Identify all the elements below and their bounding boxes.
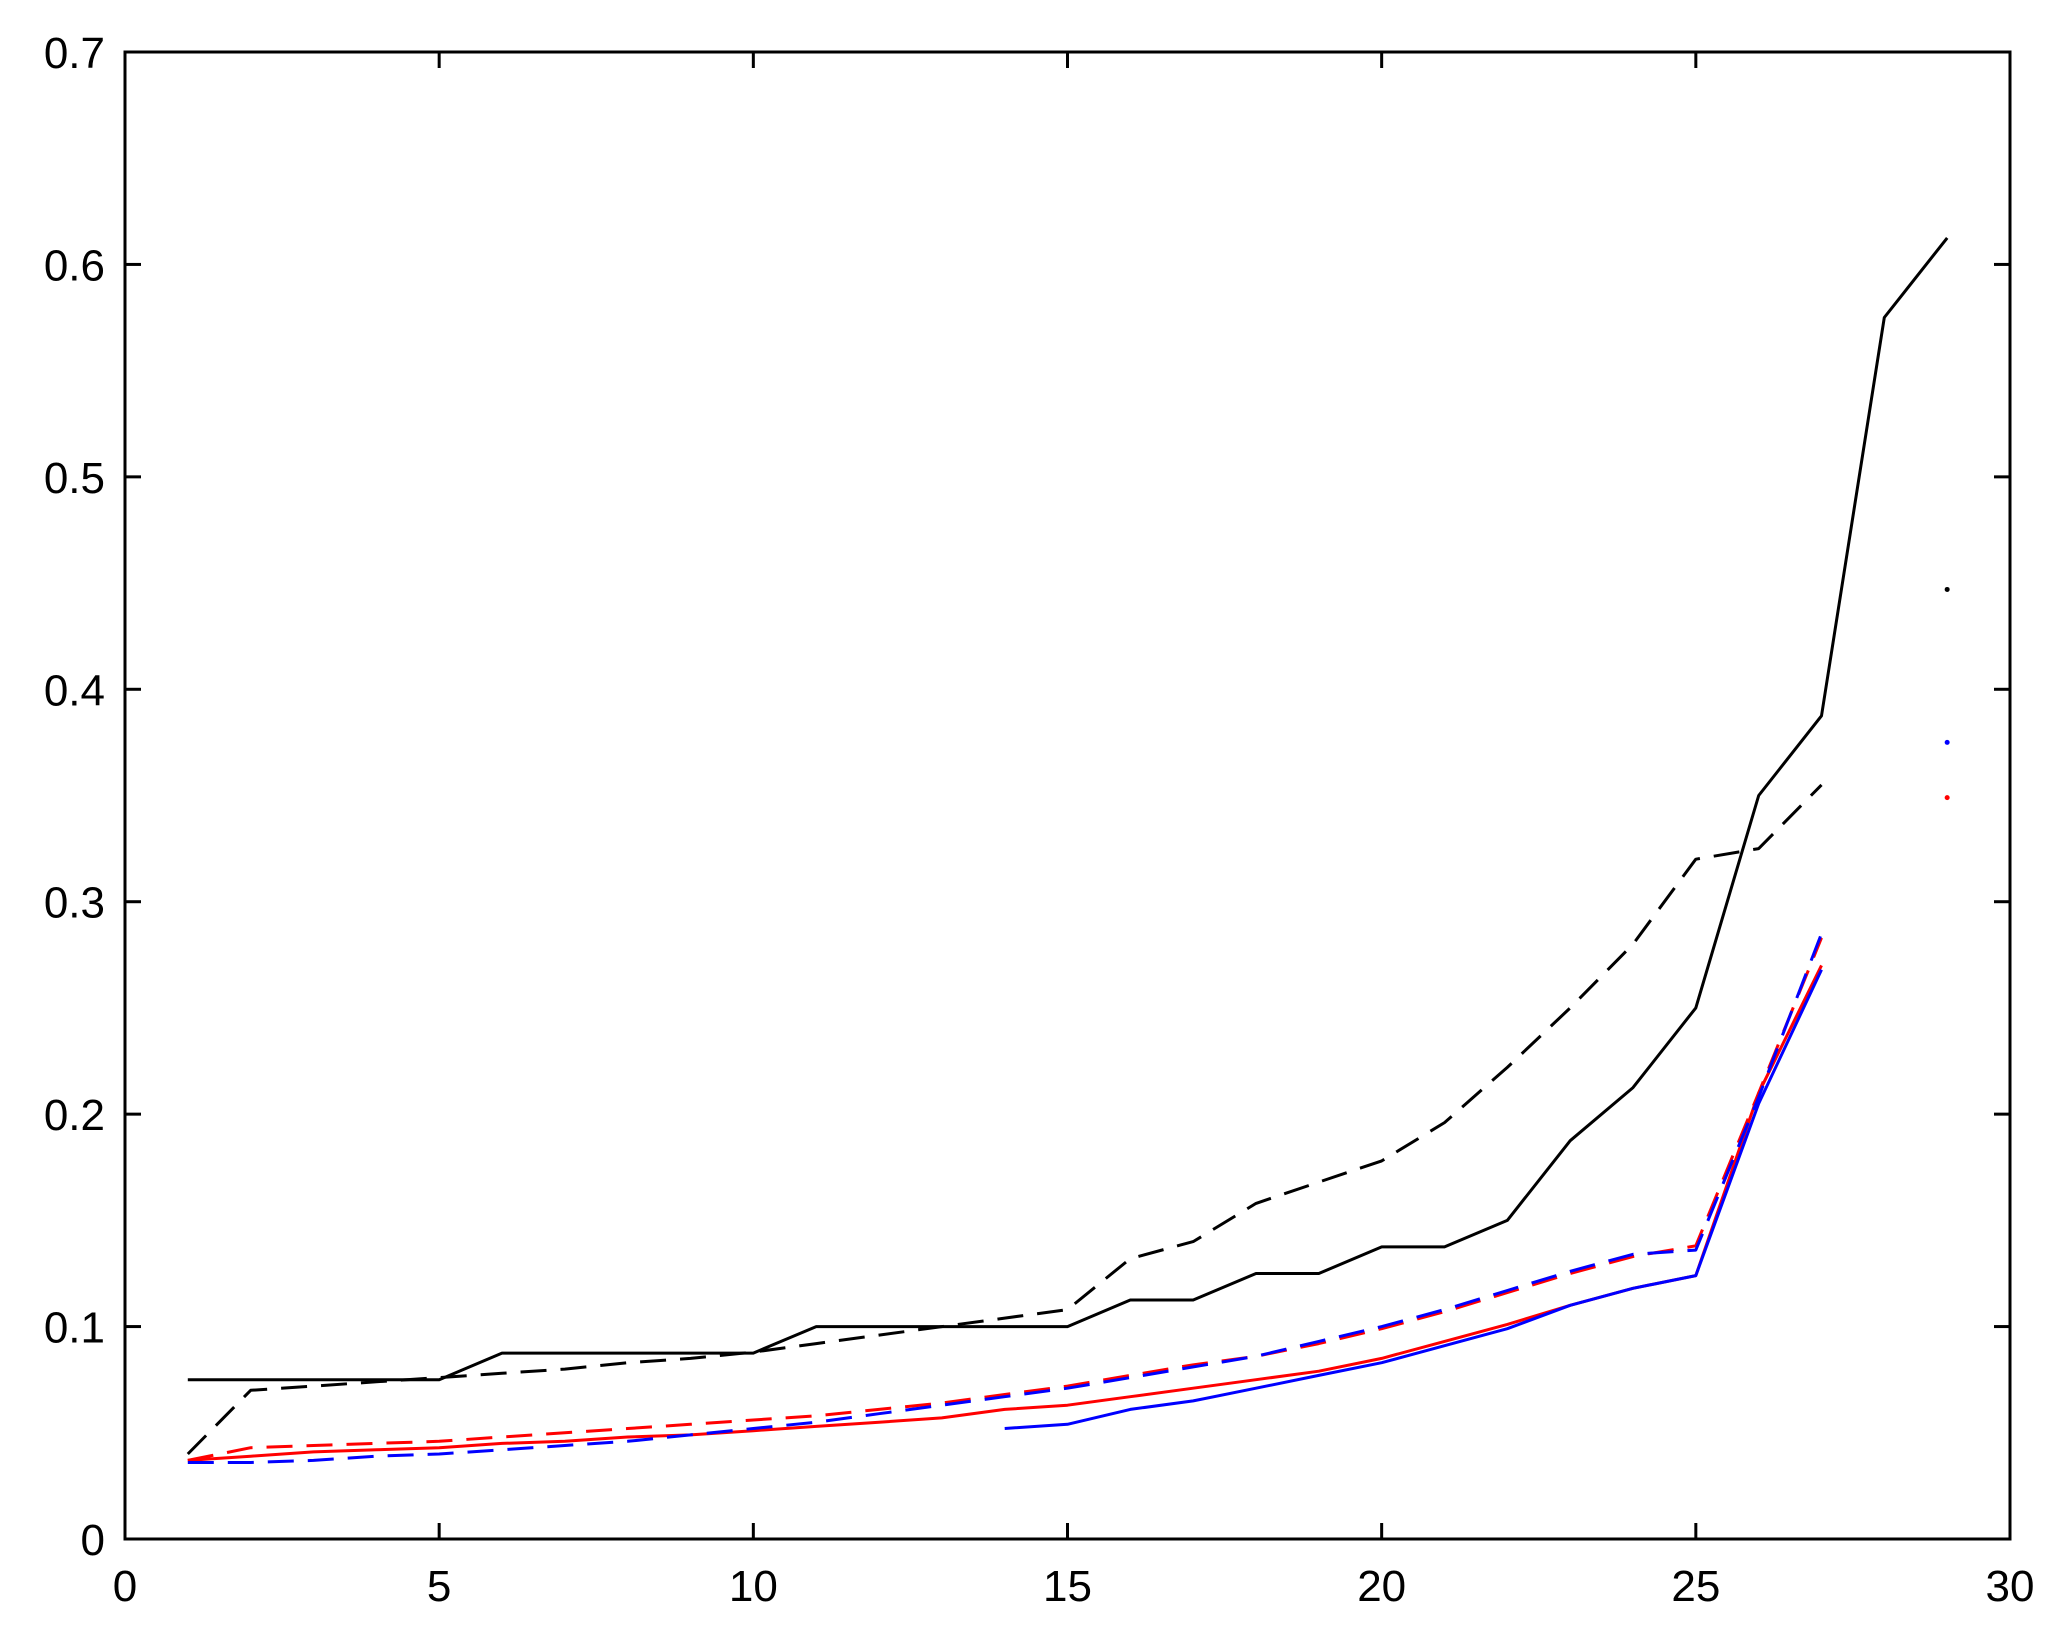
- y-tick-label: 0: [81, 1516, 105, 1565]
- series-7-point: [1944, 739, 1950, 745]
- series-4-line: [1004, 969, 1823, 1430]
- y-tick-label: 0.6: [44, 241, 105, 290]
- series-1-line: [186, 783, 1823, 1456]
- series-2-line: [187, 964, 1823, 1462]
- x-axis-ticks: 0 5 10 15 20 25 30: [113, 52, 2035, 1611]
- x-tick-label: 5: [427, 1562, 451, 1611]
- y-axis-ticks: 0 0.1 0.2 0.3 0.4 0.5 0.6 0.7: [44, 29, 2010, 1565]
- series-0-line: [187, 236, 1949, 1382]
- series-layer: [186, 236, 1950, 1464]
- x-tick-label: 0: [113, 1562, 137, 1611]
- plot-frame: [123, 50, 2012, 1541]
- y-tick-label: 0.2: [44, 1091, 105, 1140]
- series-5-line: [187, 933, 1823, 1464]
- x-tick-label: 15: [1043, 1562, 1092, 1611]
- x-tick-label: 25: [1671, 1562, 1720, 1611]
- x-tick-label: 20: [1357, 1562, 1406, 1611]
- series-3-line: [187, 937, 1823, 1462]
- series-6-point: [1944, 586, 1950, 592]
- y-tick-label: 0.4: [44, 666, 105, 715]
- y-tick-label: 0.7: [44, 29, 105, 78]
- series-8-point: [1944, 795, 1950, 801]
- x-tick-label: 30: [1986, 1562, 2035, 1611]
- y-tick-label: 0.3: [44, 879, 105, 928]
- x-tick-label: 10: [729, 1562, 778, 1611]
- y-tick-label: 0.1: [44, 1304, 105, 1353]
- y-tick-label: 0.5: [44, 454, 105, 503]
